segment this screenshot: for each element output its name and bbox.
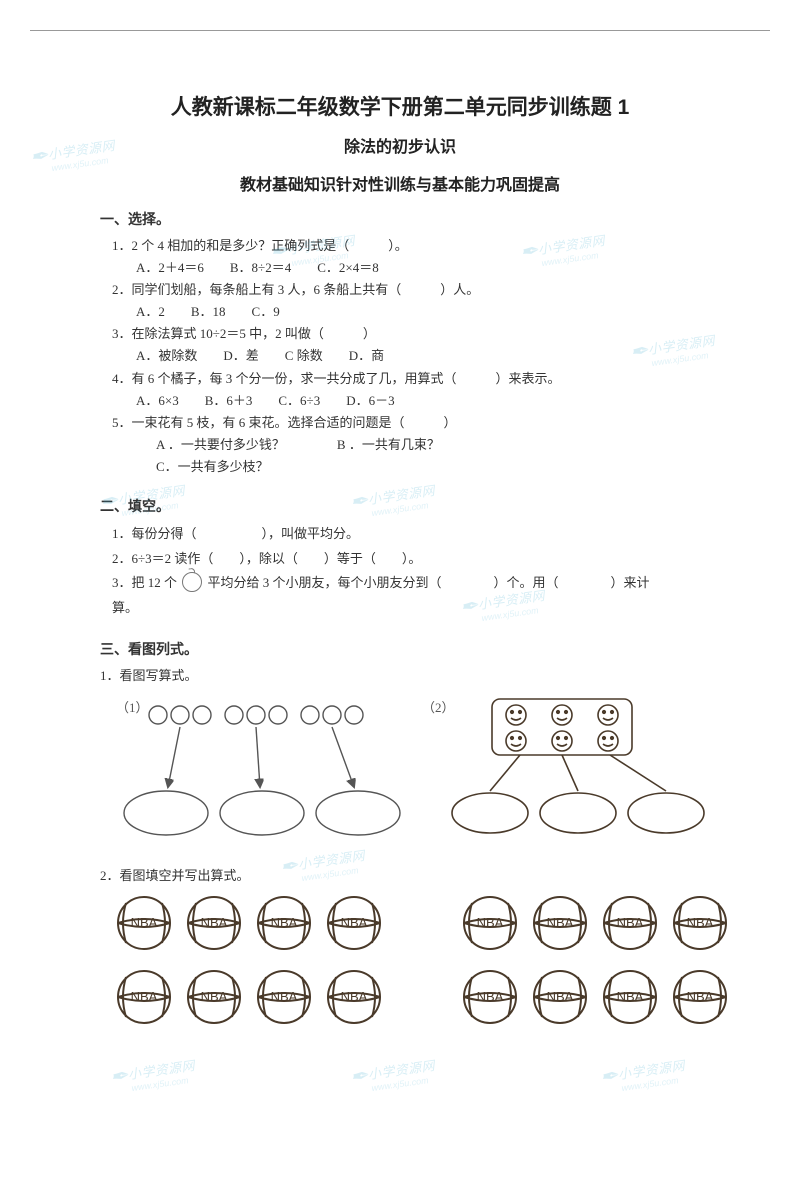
diagram-1-label: （1）	[116, 697, 149, 716]
nba-group-2: NBA NBA NBA	[462, 895, 728, 1025]
svg-text:NBA: NBA	[201, 915, 228, 930]
fill-3b: 平均分给 3 个小朋友，每个小朋友分到（ ）个。用（ ）来计	[208, 575, 650, 590]
nba-ball: NBA	[532, 969, 588, 1025]
fill-3: 3．把 12 个 平均分给 3 个小朋友，每个小朋友分到（ ）个。用（ ）来计	[112, 571, 700, 596]
svg-text:NBA: NBA	[477, 915, 504, 930]
nba-ball: NBA	[116, 969, 172, 1025]
s3-sub1: 1．看图写算式。	[100, 665, 700, 687]
svg-text:NBA: NBA	[547, 915, 574, 930]
q3-options: A．被除数 D．差 C 除数 D．商	[136, 345, 700, 367]
section-1-heading: 一、选择。	[100, 209, 700, 229]
q5-option-ab: A ．一共要付多少钱？ B ．一共有几束？	[156, 434, 700, 456]
nba-ball: NBA	[116, 895, 172, 951]
apple-icon	[182, 572, 202, 592]
nba-ball: NBA	[186, 969, 242, 1025]
section-2-heading: 二、填空。	[100, 496, 700, 516]
diagram-2: （2）	[450, 695, 720, 845]
svg-text:NBA: NBA	[477, 989, 504, 1004]
page-subtitle: 除法的初步认识	[100, 133, 700, 157]
nba-row: NBA NBA NBA	[116, 895, 382, 951]
nba-ball: NBA	[672, 895, 728, 951]
q2-text: 2．同学们划船，每条船上有 3 人，6 条船上共有（ ）人。	[112, 279, 700, 301]
svg-text:NBA: NBA	[617, 989, 644, 1004]
svg-text:NBA: NBA	[617, 915, 644, 930]
nba-ball: NBA	[602, 895, 658, 951]
nba-ball: NBA	[462, 969, 518, 1025]
diagram-row: （1）	[110, 695, 700, 845]
fill-3a: 3．把 12 个	[112, 575, 177, 590]
svg-text:NBA: NBA	[271, 989, 298, 1004]
q1-options: A．2＋4＝6 B．8÷2＝4 C．2×4＝8	[136, 257, 700, 279]
q5-text: 5．一束花有 5 枝，有 6 束花。选择合适的问题是（ ）	[112, 412, 700, 434]
q4-text: 4．有 6 个橘子，每 3 个分一份，求一共分成了几，用算式（ ）来表示。	[112, 368, 700, 390]
section-3-heading: 三、看图列式。	[100, 639, 700, 659]
q4-options: A．6×3 B．6＋3 C．6÷3 D．6－3	[136, 390, 700, 412]
svg-text:NBA: NBA	[341, 989, 368, 1004]
q5-option-c: C．一共有多少枝？	[156, 456, 700, 478]
nba-row: NBA NBA NBA	[116, 969, 382, 1025]
nba-ball: NBA	[532, 895, 588, 951]
svg-text:NBA: NBA	[131, 915, 158, 930]
page-title: 人教新课标二年级数学下册第二单元同步训练题 1	[100, 91, 700, 121]
nba-ball: NBA	[186, 895, 242, 951]
nba-row: NBA NBA NBA	[462, 969, 728, 1025]
diagram-1: （1）	[110, 695, 420, 845]
diagram-2-label: （2）	[422, 697, 455, 716]
nba-row: NBA NBA NBA	[462, 895, 728, 951]
nba-ball: NBA	[326, 969, 382, 1025]
fill-1: 1．每份分得（ ），叫做平均分。	[112, 522, 700, 547]
section-heading: 教材基础知识针对性训练与基本能力巩固提高	[100, 171, 700, 195]
nba-ball: NBA	[672, 969, 728, 1025]
watermark: ✒小学资源网 www.xj5u.com	[108, 1055, 197, 1096]
nba-ball-grid: NBA NBA NBA	[116, 895, 700, 1025]
watermark: ✒小学资源网 www.xj5u.com	[598, 1055, 687, 1096]
diagram-2-svg	[450, 695, 720, 845]
svg-text:NBA: NBA	[131, 989, 158, 1004]
svg-text:NBA: NBA	[201, 989, 228, 1004]
fill-2: 2．6÷3＝2 读作（ ），除以（ ）等于（ ）。	[112, 547, 700, 572]
nba-ball: NBA	[602, 969, 658, 1025]
q2-options: A．2 B．18 C．9	[136, 301, 700, 323]
nba-ball: NBA	[256, 969, 312, 1025]
svg-text:NBA: NBA	[547, 989, 574, 1004]
nba-ball: NBA	[326, 895, 382, 951]
q3-text: 3．在除法算式 10÷2＝5 中，2 叫做（ ）	[112, 323, 700, 345]
nba-ball: NBA	[462, 895, 518, 951]
nba-ball: NBA	[256, 895, 312, 951]
worksheet-page: ✒小学资源网 www.xj5u.com ✒小学资源网 www.xj5u.com …	[30, 30, 770, 1181]
svg-text:NBA: NBA	[341, 915, 368, 930]
svg-text:NBA: NBA	[687, 915, 714, 930]
fill-3c: 算。	[112, 596, 700, 621]
svg-text:NBA: NBA	[687, 989, 714, 1004]
watermark: ✒小学资源网 www.xj5u.com	[348, 1055, 437, 1096]
diagram-1-svg	[110, 695, 420, 845]
svg-text:NBA: NBA	[271, 915, 298, 930]
s3-sub2: 2．看图填空并写出算式。	[100, 865, 700, 887]
q1-text: 1．2 个 4 相加的和是多少？正确列式是（ ）。	[112, 235, 700, 257]
nba-group-1: NBA NBA NBA	[116, 895, 382, 1025]
